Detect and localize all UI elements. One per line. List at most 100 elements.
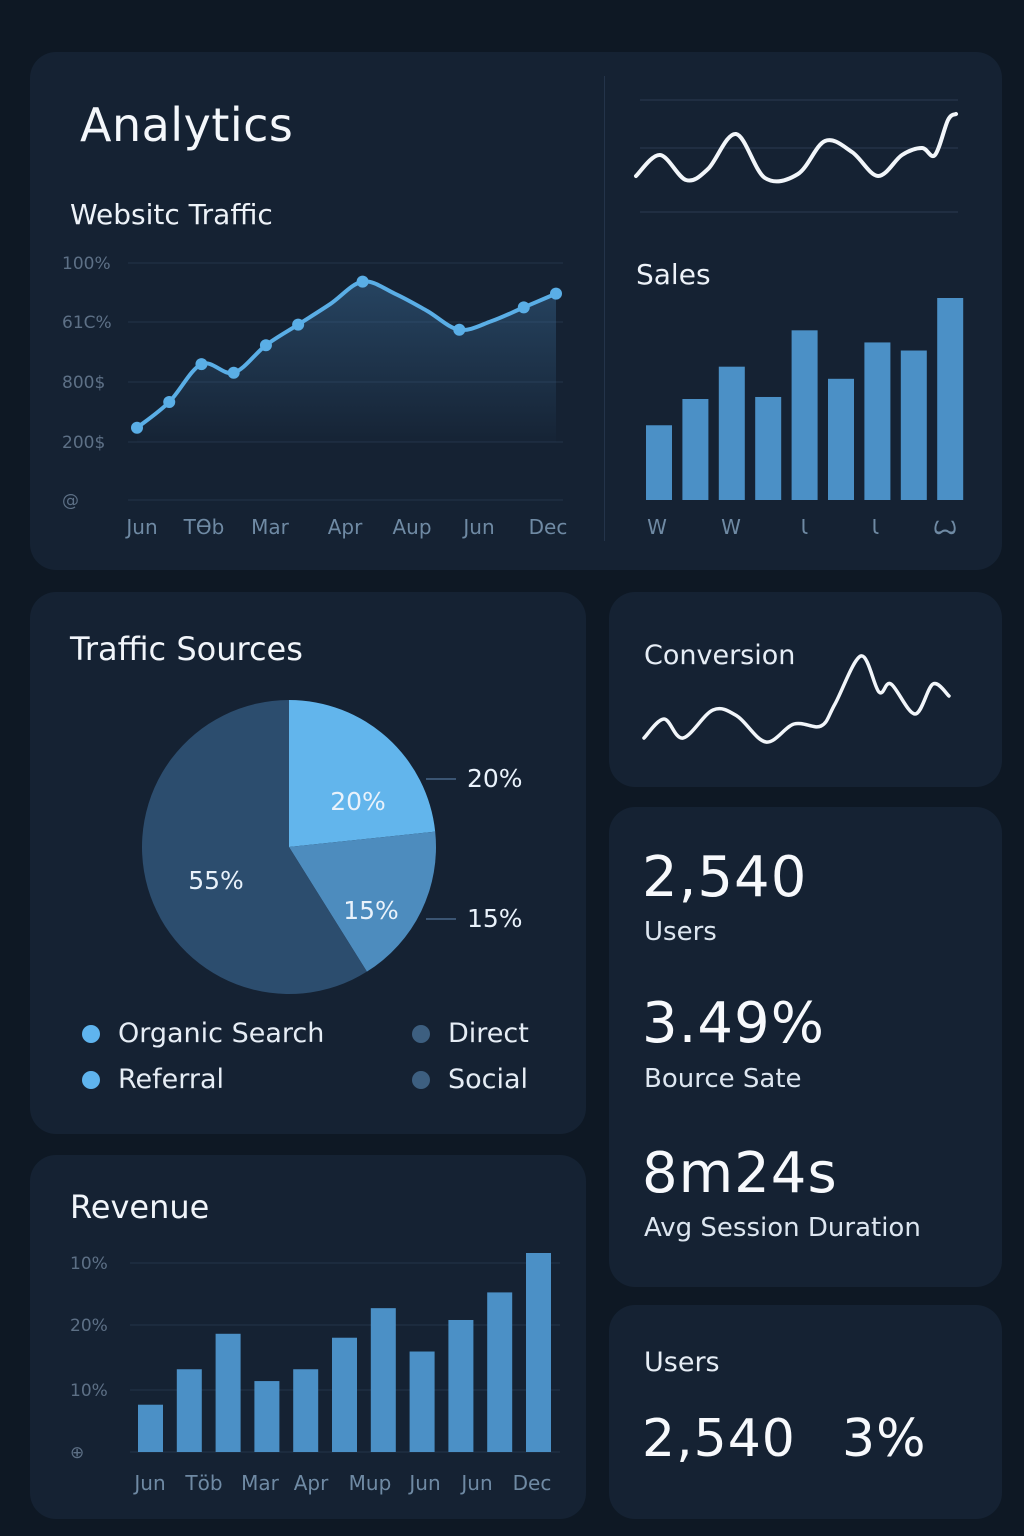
users-card-title: Users bbox=[644, 1347, 720, 1378]
traffic-point bbox=[292, 318, 305, 331]
conversion-panel: Conversion bbox=[609, 592, 1002, 787]
sales-bar bbox=[791, 330, 818, 500]
revenue-bar bbox=[370, 1308, 396, 1452]
users-card-percent: 3% bbox=[842, 1409, 927, 1469]
panel-divider bbox=[604, 76, 605, 541]
legend-label: Direct bbox=[448, 1018, 529, 1049]
revenue-bar bbox=[138, 1404, 163, 1452]
traffic-y-tick: 100% bbox=[62, 254, 111, 274]
revenue-x-tick: Jun bbox=[407, 1471, 440, 1495]
pie-slice bbox=[141, 700, 367, 994]
revenue-bar bbox=[176, 1369, 202, 1452]
sales-bar bbox=[900, 350, 927, 500]
legend-label: Organic Search bbox=[118, 1018, 325, 1049]
revenue-y-tick: 10% bbox=[70, 1381, 108, 1401]
conversion-sparkline bbox=[642, 654, 951, 744]
revenue-chart: 10% 20% 10% ⊕ Jun Tӧb Mar Apr Mup Jun Jun Dec bbox=[70, 1253, 560, 1495]
revenue-x-tick: Tӧb bbox=[184, 1471, 222, 1495]
top-panel: Analytics Websitc Traffic 100% 61C% 800$ 20… bbox=[30, 52, 1002, 570]
sales-x-tick: W bbox=[721, 515, 741, 539]
legend-dot-icon bbox=[82, 1070, 100, 1089]
revenue-bar bbox=[409, 1351, 435, 1452]
users-card: Users 2,540 3% bbox=[609, 1305, 1002, 1519]
pie-callout-label: 20% bbox=[467, 764, 523, 793]
website-traffic-chart: 100% 61C% 800$ 200$ @ Jun TӨb Mar Apr Aup Jun Dec bbox=[62, 254, 568, 539]
legend-label: Social bbox=[448, 1064, 529, 1095]
revenue-title: Revenue bbox=[70, 1188, 210, 1226]
legend-direct[interactable]: Direct bbox=[412, 1018, 529, 1049]
revenue-bar bbox=[526, 1253, 551, 1452]
traffic-x-tick: Aup bbox=[392, 515, 431, 539]
traffic-point bbox=[517, 301, 530, 314]
conversion-line bbox=[642, 654, 951, 744]
traffic-point bbox=[195, 358, 208, 371]
legend-dot-icon bbox=[412, 1024, 430, 1043]
pie-slice bbox=[289, 831, 436, 972]
traffic-x-tick: Mar bbox=[251, 515, 290, 539]
legend-dot-icon bbox=[412, 1070, 430, 1089]
sales-title: Sales bbox=[636, 258, 711, 291]
conversion-title: Conversion bbox=[644, 640, 796, 671]
revenue-x-tick: Mup bbox=[349, 1471, 392, 1495]
revenue-x-tick: Jun bbox=[132, 1471, 165, 1495]
traffic-point bbox=[259, 339, 272, 352]
page-title: Analytics bbox=[80, 98, 294, 152]
revenue-y-tick: ⊕ bbox=[70, 1443, 84, 1463]
revenue-bar bbox=[215, 1333, 241, 1452]
legend-label: Referral bbox=[118, 1064, 225, 1095]
traffic-sources-title: Traffic Sources bbox=[70, 630, 303, 668]
traffic-y-tick: 200$ bbox=[62, 433, 105, 453]
traffic-point bbox=[356, 275, 369, 288]
traffic-y-tick: 61C% bbox=[62, 313, 112, 333]
sales-bar bbox=[755, 396, 782, 500]
revenue-bar bbox=[448, 1319, 474, 1452]
traffic-area bbox=[137, 281, 556, 442]
legend-referral[interactable]: Referral bbox=[82, 1064, 224, 1095]
sales-bar bbox=[718, 366, 745, 500]
revenue-bar bbox=[332, 1337, 357, 1452]
traffic-y-tick: 800$ bbox=[62, 373, 105, 393]
pie-slice-label: 55% bbox=[188, 866, 244, 895]
traffic-sources-pie-chart: 20% 15% 55% 20% 15% bbox=[141, 700, 523, 994]
revenue-x-tick: Mar bbox=[241, 1471, 280, 1495]
traffic-sources-panel: Traffic Sources 20% 15% 55% 20% 15% Organic … bbox=[30, 592, 586, 1134]
bounce-rate-value: 3.49% bbox=[642, 991, 825, 1056]
legend-social[interactable]: Social bbox=[412, 1064, 528, 1095]
revenue-panel: Revenue 10% 20% 10% ⊕ Jun Tӧb Mar Apr Mup Jun Jun D… bbox=[30, 1155, 586, 1519]
revenue-y-tick: 10% bbox=[70, 1254, 108, 1274]
legend-dot-icon bbox=[82, 1024, 100, 1043]
sales-x-tick: Ꙇ bbox=[800, 515, 807, 539]
trend-sparkline bbox=[634, 99, 958, 213]
traffic-x-tick: TӨb bbox=[183, 515, 225, 539]
revenue-y-tick: 20% bbox=[70, 1316, 108, 1336]
revenue-x-tick: Apr bbox=[294, 1471, 329, 1495]
legend-organic-search[interactable]: Organic Search bbox=[82, 1018, 324, 1049]
pie-slice bbox=[289, 700, 436, 847]
revenue-x-tick: Jun bbox=[459, 1471, 492, 1495]
traffic-x-tick: Jun bbox=[124, 515, 157, 539]
sparkline-line bbox=[634, 112, 958, 184]
sales-x-tick: W bbox=[647, 515, 667, 539]
users-label: Users bbox=[644, 917, 717, 947]
users-card-value: 2,540 bbox=[642, 1409, 796, 1469]
traffic-point bbox=[453, 323, 466, 336]
revenue-bar bbox=[254, 1381, 280, 1452]
sales-bar bbox=[682, 399, 709, 500]
traffic-point bbox=[163, 396, 176, 408]
sales-bar bbox=[828, 378, 854, 500]
sales-bar bbox=[646, 425, 672, 500]
traffic-x-tick: Jun bbox=[461, 515, 494, 539]
users-value: 2,540 bbox=[642, 845, 808, 910]
traffic-x-tick: Dec bbox=[529, 515, 568, 539]
revenue-x-tick: Dec bbox=[513, 1471, 552, 1495]
sales-x-tick: Ꙍ bbox=[933, 515, 957, 539]
traffic-point bbox=[131, 421, 143, 434]
pie-callout-label: 15% bbox=[467, 904, 523, 933]
sales-bar bbox=[937, 298, 964, 500]
traffic-y-tick: @ bbox=[62, 491, 79, 511]
sales-x-tick: Ꙇ bbox=[871, 515, 878, 539]
session-duration-label: Avg Session Duration bbox=[644, 1213, 921, 1243]
traffic-point bbox=[227, 366, 240, 379]
sales-bar bbox=[864, 342, 891, 500]
pie-slice-label: 20% bbox=[330, 787, 386, 816]
